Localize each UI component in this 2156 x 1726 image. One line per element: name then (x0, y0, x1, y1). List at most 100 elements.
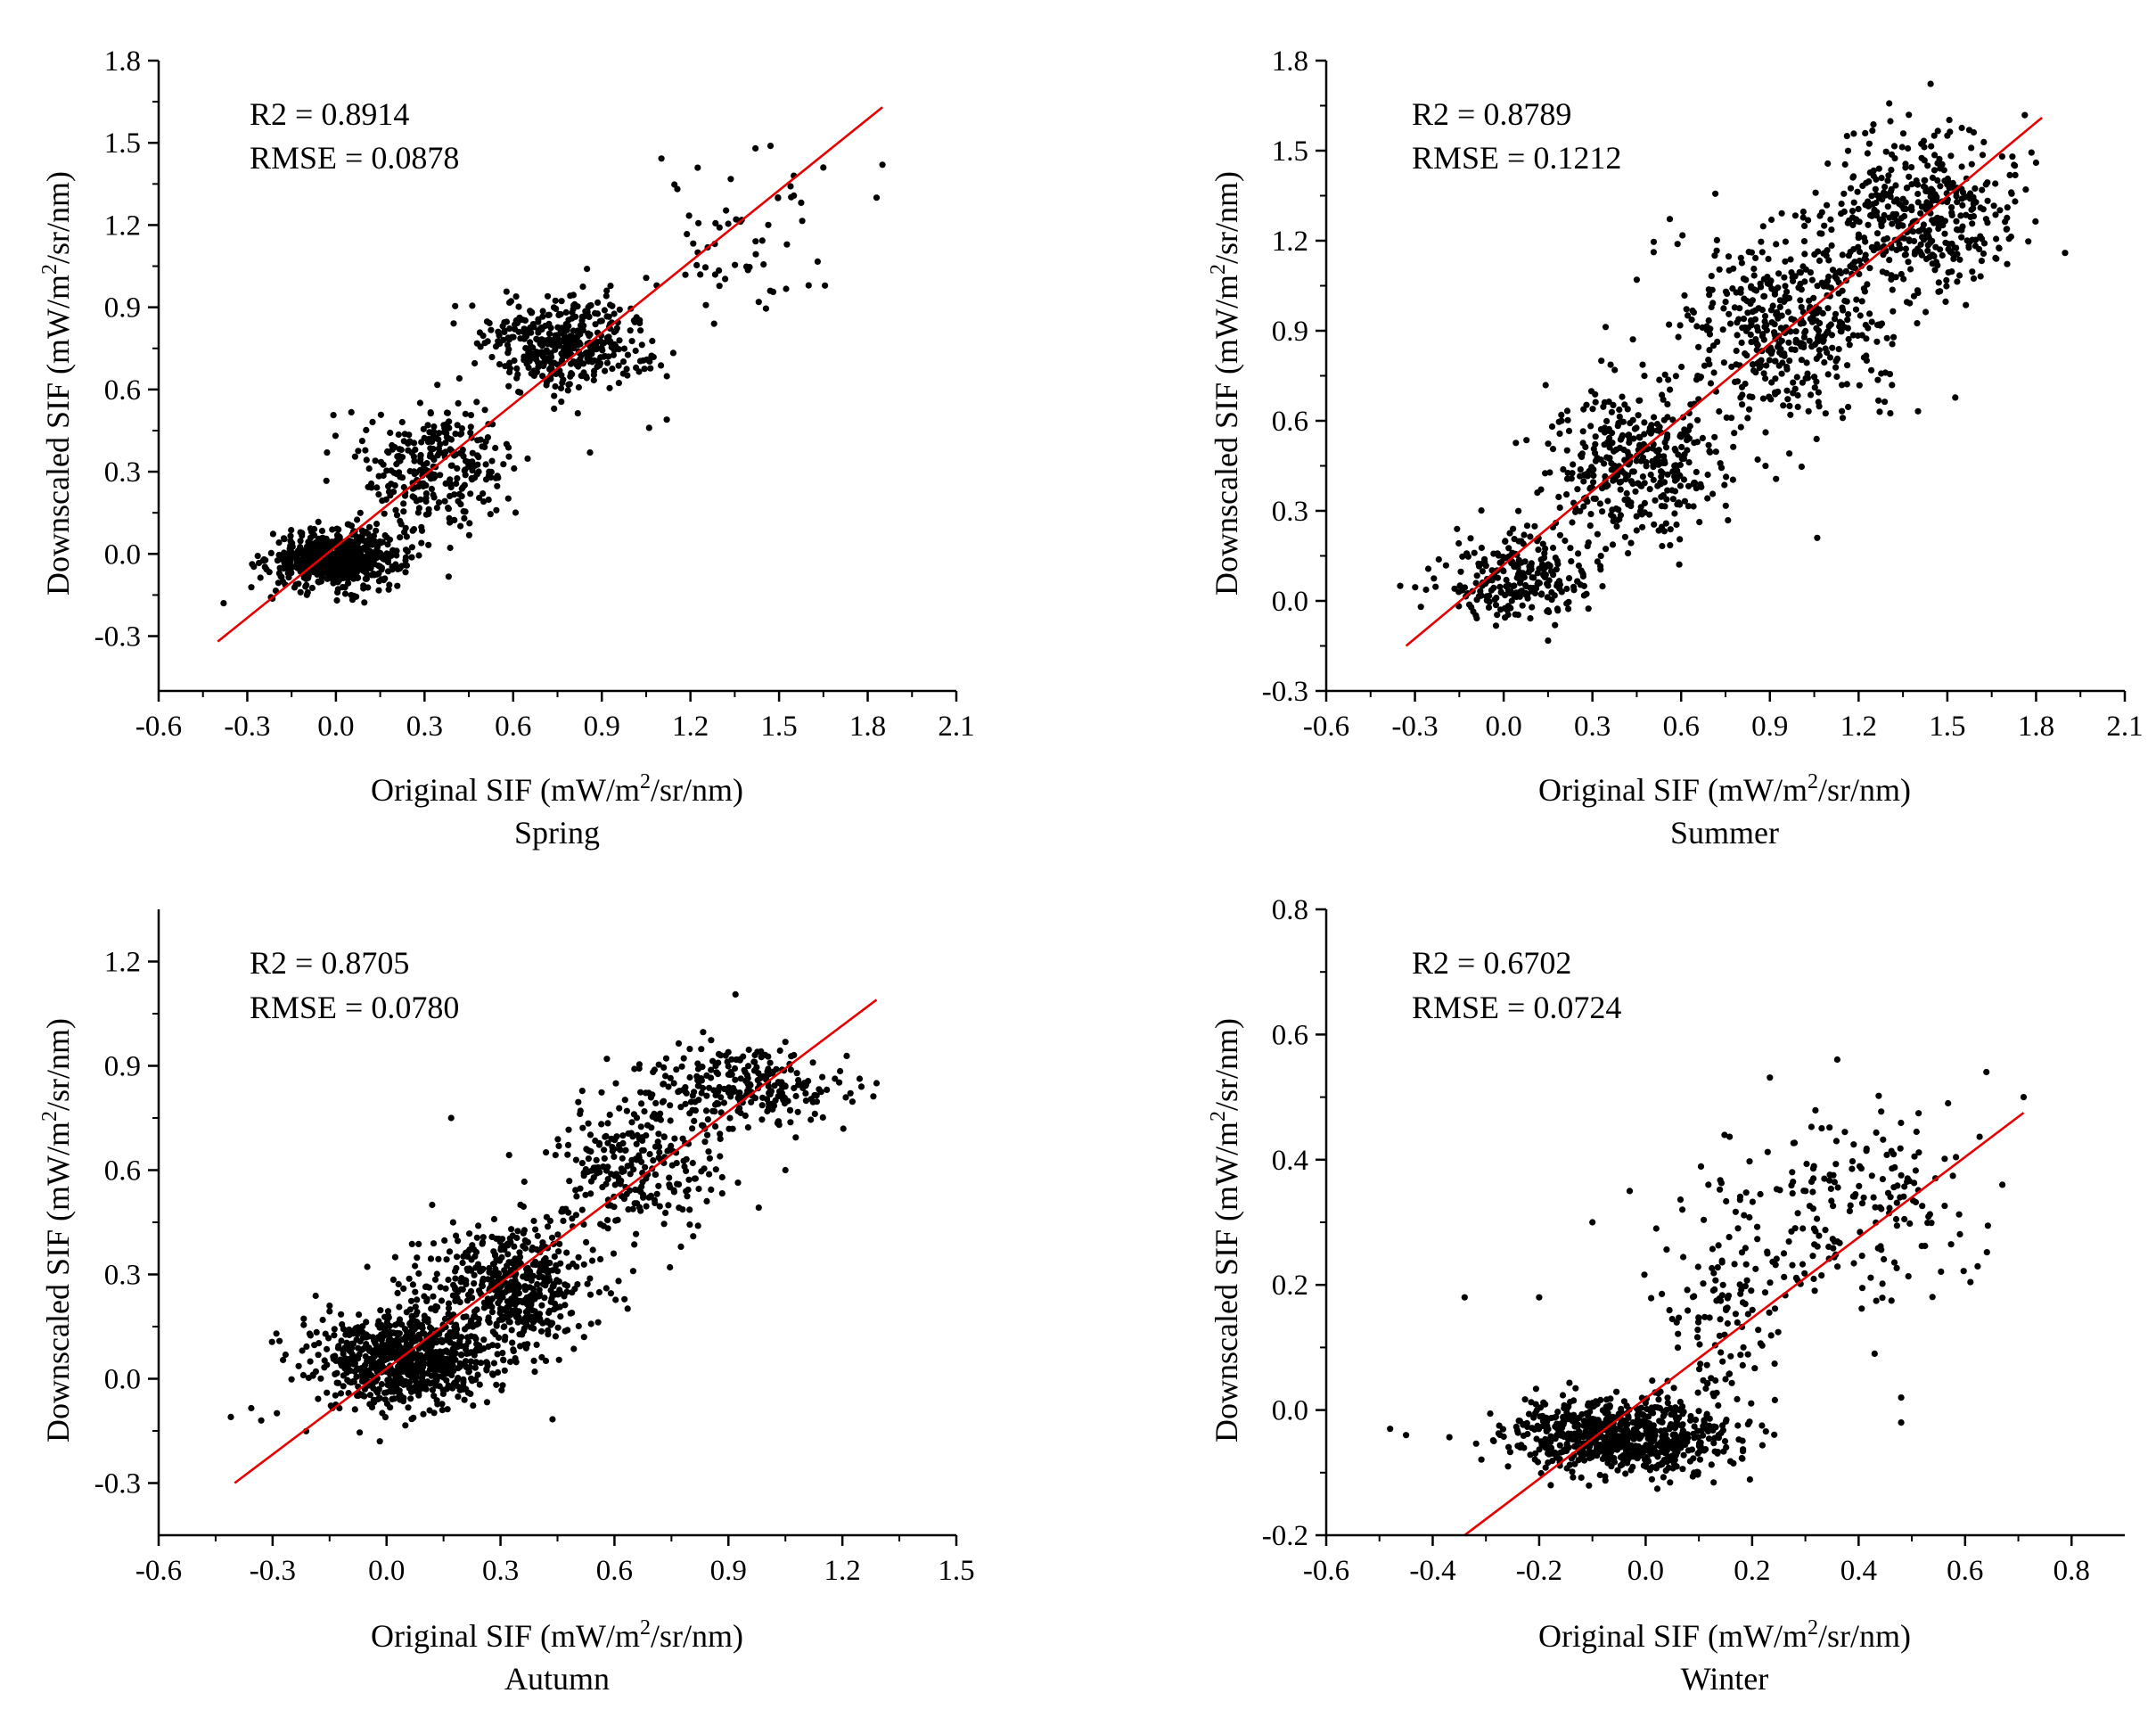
spring-data-point (544, 292, 552, 300)
spring-data-point (402, 562, 409, 569)
summer-data-point (1902, 251, 1909, 259)
autumn-data-point (629, 1268, 637, 1275)
autumn-data-point (268, 1338, 275, 1345)
autumn-data-point (227, 1413, 234, 1420)
summer-data-point (1766, 357, 1773, 364)
autumn-data-point (538, 1302, 545, 1309)
spring-data-point (727, 176, 734, 183)
spring-data-point (361, 599, 368, 606)
spring-data-point (446, 418, 453, 425)
autumn-data-point (443, 1256, 450, 1263)
autumn-data-point (686, 1206, 693, 1213)
autumn-data-point (430, 1393, 438, 1400)
autumn-data-point (682, 1100, 689, 1107)
summer-data-point (1890, 308, 1897, 315)
summer-data-point (1945, 269, 1952, 276)
autumn-data-point (645, 1089, 652, 1097)
autumn-data-point (377, 1307, 384, 1314)
autumn-data-point (463, 1345, 470, 1353)
autumn-data-point (800, 1080, 808, 1087)
autumn-data-point (619, 1155, 626, 1162)
spring-data-point (758, 237, 766, 244)
summer-data-point (1659, 391, 1666, 399)
summer-data-point (1658, 473, 1665, 481)
autumn-data-point (604, 1176, 611, 1183)
spring-data-point (364, 553, 371, 560)
autumn-data-point (315, 1395, 322, 1402)
summer-data-point (1911, 237, 1918, 245)
autumn-data-point (492, 1331, 499, 1338)
summer-data-point (1902, 205, 1909, 212)
autumn-data-point (446, 1248, 454, 1255)
autumn-data-point (816, 1086, 823, 1093)
spring-data-point (636, 319, 644, 326)
summer-data-point (1740, 275, 1747, 283)
autumn-data-point (340, 1346, 347, 1354)
summer-data-point (1601, 460, 1608, 467)
spring-data-point (565, 343, 572, 350)
autumn-data-point (689, 1106, 696, 1114)
spring-data-point (732, 261, 739, 268)
spring-data-point (716, 267, 723, 274)
summer-data-point (1730, 265, 1737, 272)
autumn-data-point (619, 1132, 627, 1139)
spring-data-point (452, 302, 459, 309)
summer-data-point (1861, 255, 1868, 262)
summer-data-point (2062, 250, 2069, 257)
summer-data-point (1815, 399, 1822, 406)
summer-data-point (1813, 378, 1820, 385)
summer-data-point (2002, 218, 2009, 226)
summer-data-point (1772, 375, 1779, 382)
summer-data-point (1730, 443, 1737, 450)
spring-data-point (579, 284, 586, 291)
summer-data-point (1724, 290, 1731, 297)
summer-data-point (1574, 486, 1581, 493)
spring-data-point (458, 425, 466, 432)
summer-data-point (1603, 417, 1611, 424)
autumn-data-point (621, 1295, 628, 1303)
spring-data-point (363, 456, 370, 464)
autumn-data-point (531, 1308, 538, 1315)
spring-data-point (467, 412, 475, 419)
autumn-data-point (560, 1208, 567, 1215)
summer-data-point (1537, 591, 1545, 598)
summer-data-point (1648, 422, 1655, 429)
autumn-data-point (309, 1372, 316, 1379)
summer-data-point (1814, 534, 1821, 541)
summer-data-point (1590, 479, 1597, 486)
summer-data-point (1964, 193, 1972, 200)
summer-data-point (1511, 582, 1518, 589)
spring-data-point (389, 441, 396, 449)
summer-data-point (1542, 571, 1549, 579)
summer-data-point (1773, 475, 1780, 482)
autumn-data-point (753, 1064, 760, 1071)
autumn-data-point (513, 1234, 521, 1242)
spring-data-point (723, 207, 730, 214)
summer-data-point (1726, 310, 1733, 317)
summer-data-point (1873, 230, 1881, 237)
autumn-data-point (660, 1221, 668, 1228)
summer-data-point (1829, 267, 1837, 274)
autumn-y-tick-label: 1.2 (104, 947, 141, 979)
summer-data-point (1816, 230, 1824, 237)
summer-data-point (1844, 316, 1851, 324)
summer-data-point (1580, 478, 1587, 485)
autumn-fit-line (234, 999, 878, 1484)
autumn-data-point (703, 1197, 710, 1204)
autumn-data-point (748, 1098, 755, 1105)
summer-data-point (1747, 300, 1754, 308)
summer-data-point (1821, 358, 1828, 366)
summer-data-point (1939, 160, 1946, 168)
autumn-data-point (684, 1193, 691, 1200)
spring-data-point (394, 565, 401, 573)
spring-data-point (716, 224, 723, 231)
autumn-data-point (371, 1364, 378, 1371)
autumn-data-point (555, 1278, 563, 1286)
summer-data-point (1497, 606, 1504, 613)
summer-data-point (1839, 382, 1846, 389)
autumn-data-point (598, 1089, 605, 1096)
spring-data-point (321, 567, 328, 574)
autumn-data-point (342, 1355, 349, 1363)
spring-data-point (584, 308, 591, 316)
summer-data-point (1558, 411, 1565, 418)
